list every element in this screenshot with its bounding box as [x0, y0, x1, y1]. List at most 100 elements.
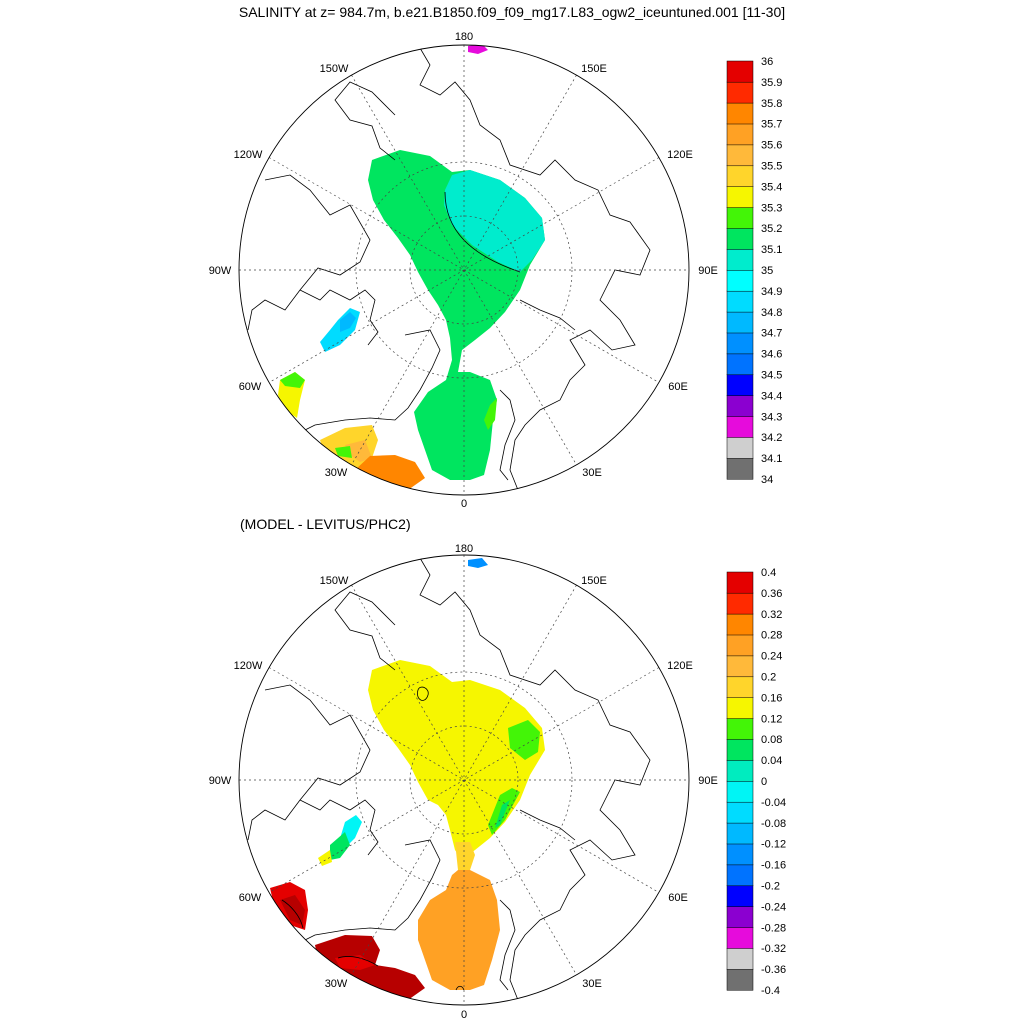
bottom-colorbar-swatch — [726, 885, 754, 907]
bottom-colorbar-swatch — [726, 864, 754, 887]
top-colorbar-swatch — [726, 332, 754, 355]
top-map-boundary — [238, 44, 690, 496]
bottom-field-north-atlantic-band — [335, 955, 375, 970]
top-colorbar-label: 34.1 — [761, 453, 782, 465]
bottom-field-bering-blue — [468, 558, 488, 568]
top-colorbar-label: 35.8 — [761, 98, 782, 110]
top-field-north-atlantic-core — [345, 440, 372, 462]
top-field-baffin-inner — [340, 312, 356, 332]
bottom-colorbar-swatch — [726, 947, 754, 970]
bottom-contours — [281, 686, 465, 991]
top-colorbar-label: 34.5 — [761, 370, 782, 382]
bottom-colorbar-swatch — [726, 718, 754, 740]
bottom-lon-label: 60E — [668, 892, 688, 904]
top-colorbar-label: 35.1 — [761, 244, 782, 256]
bottom-lon-label: 0 — [461, 1009, 467, 1021]
bottom-coastlines — [247, 557, 651, 1005]
bottom-colorbar-label: -0.28 — [761, 922, 786, 934]
top-lon-label: 90E — [698, 265, 718, 277]
bottom-field-strait — [455, 842, 475, 870]
bottom-colorbar-label: 0.04 — [761, 755, 782, 767]
top-colorbar-swatch — [726, 457, 754, 480]
top-map: 180 150E 120E 90E 60E 30E 0 30W 60W 90W … — [209, 31, 718, 510]
bottom-colorbar-label: 0.32 — [761, 609, 782, 621]
top-lon-label: 120W — [234, 149, 263, 161]
bottom-lon-label: 150E — [581, 575, 607, 587]
top-coastlines — [247, 47, 651, 495]
bottom-grid — [239, 555, 689, 1005]
top-colorbar-swatch — [726, 248, 754, 271]
top-colorbar-swatch — [726, 144, 754, 167]
bottom-field-north-atlantic — [315, 935, 425, 1002]
bottom-colorbar-swatch — [726, 697, 754, 719]
bottom-lon-label: 180 — [455, 543, 473, 555]
top-colorbar-label: 35.9 — [761, 77, 782, 89]
top-colorbar-label: 34.9 — [761, 286, 782, 298]
top-lon-label: 150W — [320, 63, 349, 75]
bottom-colorbar-label: -0.08 — [761, 818, 786, 830]
top-colorbar-label: 34 — [761, 474, 773, 486]
bottom-colorbar-swatch — [726, 571, 754, 594]
top-colorbar-swatch — [726, 60, 754, 83]
top-field-eurasian-basin — [444, 170, 545, 272]
top-colorbar-swatch — [726, 311, 754, 334]
top-contour-35 — [444, 191, 521, 273]
top-lon-label: 180 — [455, 31, 473, 43]
top-colorbar-label: 35.4 — [761, 181, 782, 193]
top-lon-label: 90W — [209, 265, 232, 277]
top-colorbar-swatch — [726, 186, 754, 208]
top-colorbar-swatch — [726, 81, 754, 104]
top-field-nordic-edge — [484, 398, 497, 430]
bottom-lon-label: 120W — [234, 660, 263, 672]
top-colorbar-swatch — [726, 123, 754, 146]
bottom-field-nordic-seas — [418, 870, 500, 990]
bottom-colorbar-swatch — [726, 738, 754, 761]
bottom-lon-label: 30W — [325, 978, 348, 990]
bottom-colorbar-swatch — [726, 968, 754, 991]
bottom-map-boundary — [238, 554, 690, 1006]
bottom-colorbar-swatch — [726, 906, 754, 928]
top-colorbar-label: 35.7 — [761, 119, 782, 131]
bottom-field-arctic-basins — [368, 660, 545, 860]
top-colorbar-swatch — [726, 436, 754, 459]
bottom-field-baffin-yellow — [318, 850, 332, 866]
bottom-colorbar-label: 0.28 — [761, 630, 782, 642]
bottom-lon-label: 60W — [239, 892, 262, 904]
bottom-colorbar-label: -0.04 — [761, 797, 786, 809]
bottom-colorbar-label: 0.08 — [761, 734, 782, 746]
top-colorbar-swatch — [726, 353, 754, 376]
bottom-colorbar-label: 0.2 — [761, 672, 776, 684]
top-colorbar-label: 34.6 — [761, 349, 782, 361]
bottom-colorbar-label: -0.24 — [761, 901, 786, 913]
top-colorbar-swatch — [726, 207, 754, 229]
bottom-colorbar-swatch — [726, 592, 754, 615]
bottom-colorbar-label: -0.12 — [761, 839, 786, 851]
top-colorbar-swatch — [726, 227, 754, 250]
bottom-colorbar-swatch — [726, 655, 754, 678]
bottom-colorbar-label: 0 — [761, 776, 767, 788]
top-lon-label: 60W — [239, 381, 262, 393]
top-lon-label: 30W — [325, 467, 348, 479]
bottom-field-baffin-green — [330, 832, 350, 860]
bottom-colorbar-label: -0.4 — [761, 985, 780, 997]
bottom-longitude-labels: 180 150E 120E 90E 60E 30E 0 30W 60W 90W … — [209, 543, 718, 1021]
bottom-colorbar-swatch — [726, 822, 754, 845]
bottom-colorbar-swatch — [726, 613, 754, 636]
top-colorbar-label: 35.5 — [761, 161, 782, 173]
bottom-colorbar-label: 0.12 — [761, 713, 782, 725]
top-grid — [239, 45, 689, 495]
top-colorbar-swatch — [726, 165, 754, 187]
top-colorbar-swatch — [726, 102, 754, 125]
bottom-colorbar-swatch — [726, 927, 754, 949]
top-colorbar-label: 35 — [761, 265, 773, 277]
top-colorbar: 36 35.9 35.8 35.7 35.6 35.5 35.4 35.3 35.2 35.1 35… — [726, 56, 782, 486]
bottom-colorbar-swatch — [726, 780, 754, 803]
bottom-lon-label: 30E — [582, 978, 602, 990]
bottom-colorbar-swatch — [726, 759, 754, 782]
top-colorbar-swatch — [726, 290, 754, 313]
bottom-colorbar: 0.4 0.36 0.32 0.28 0.24 0.2 0.16 0.12 0.08 0.04 0 -… — [726, 567, 786, 997]
bottom-lon-label: 90W — [209, 775, 232, 787]
bottom-colorbar-swatch — [726, 676, 754, 698]
top-lon-label: 120E — [667, 149, 693, 161]
